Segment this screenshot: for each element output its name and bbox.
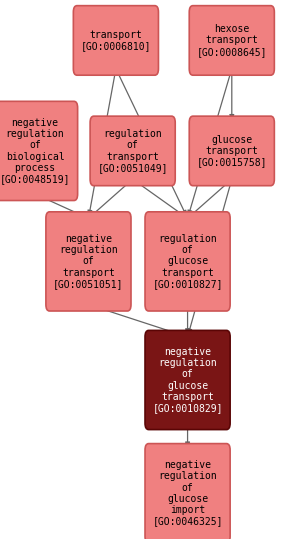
Text: hexose
transport
[GO:0008645]: hexose transport [GO:0008645] bbox=[196, 24, 267, 57]
FancyBboxPatch shape bbox=[145, 330, 230, 430]
FancyBboxPatch shape bbox=[46, 212, 131, 311]
FancyBboxPatch shape bbox=[189, 5, 274, 75]
FancyBboxPatch shape bbox=[189, 116, 274, 185]
FancyBboxPatch shape bbox=[0, 101, 77, 201]
Text: transport
[GO:0006810]: transport [GO:0006810] bbox=[81, 30, 151, 51]
FancyBboxPatch shape bbox=[90, 116, 175, 185]
Text: regulation
of
transport
[GO:0051049]: regulation of transport [GO:0051049] bbox=[97, 129, 168, 172]
Text: negative
regulation
of
glucose
import
[GO:0046325]: negative regulation of glucose import [G… bbox=[152, 460, 223, 526]
FancyBboxPatch shape bbox=[73, 5, 159, 75]
Text: negative
regulation
of
biological
process
[GO:0048519]: negative regulation of biological proces… bbox=[0, 118, 70, 184]
FancyBboxPatch shape bbox=[145, 444, 230, 539]
Text: regulation
of
glucose
transport
[GO:0010827]: regulation of glucose transport [GO:0010… bbox=[152, 234, 223, 289]
Text: negative
regulation
of
transport
[GO:0051051]: negative regulation of transport [GO:005… bbox=[53, 234, 124, 289]
Text: glucose
transport
[GO:0015758]: glucose transport [GO:0015758] bbox=[196, 135, 267, 167]
FancyBboxPatch shape bbox=[145, 212, 230, 311]
Text: negative
regulation
of
glucose
transport
[GO:0010829]: negative regulation of glucose transport… bbox=[152, 347, 223, 413]
